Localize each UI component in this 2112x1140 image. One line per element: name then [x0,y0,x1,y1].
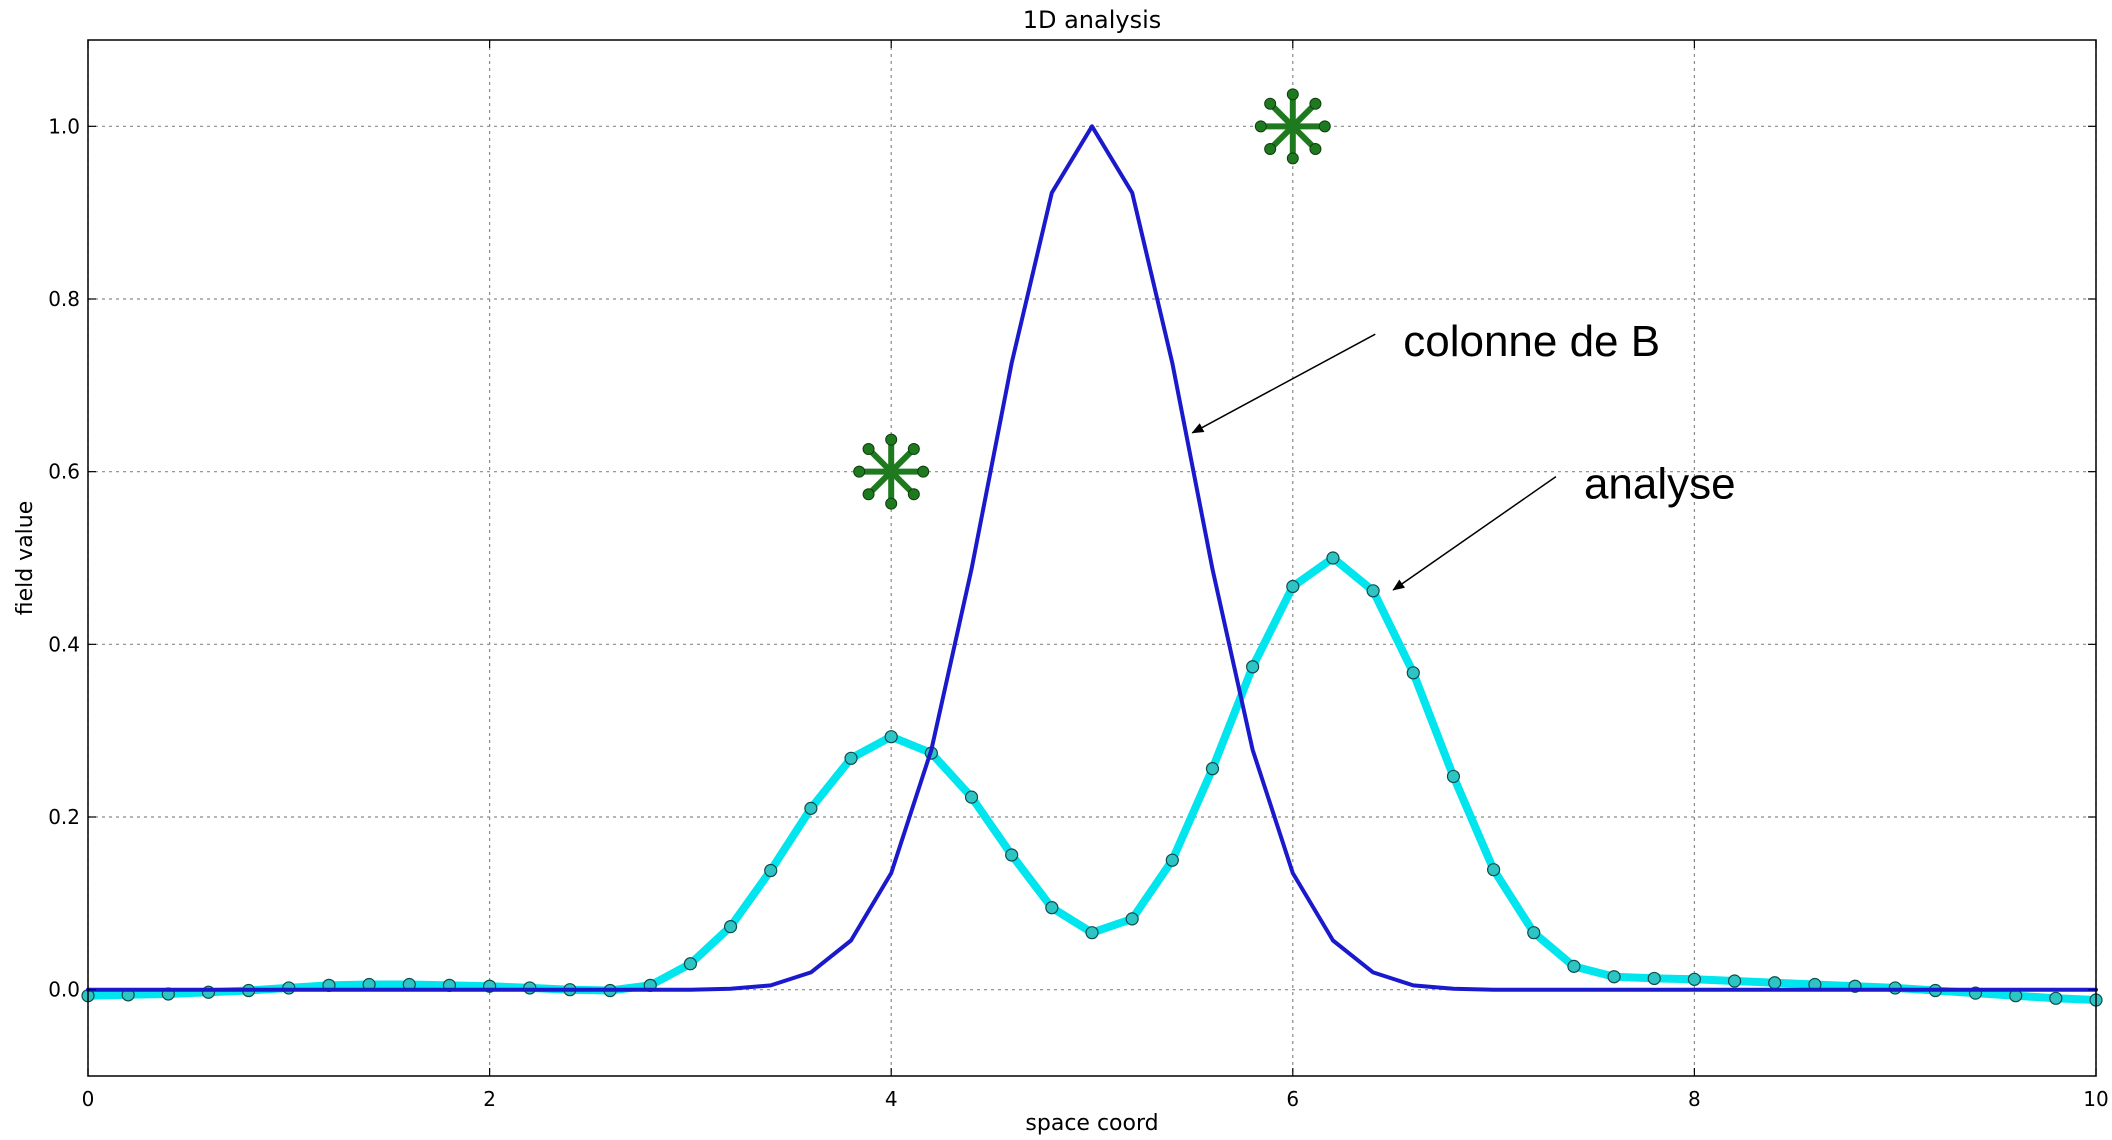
series-point-analyse [1366,584,1380,598]
grid [87,40,2097,1076]
series-point-analyse [1246,660,1260,674]
series-point-analyse [884,730,898,744]
y-tick-label: 0.0 [48,978,80,1002]
series-point-analyse [804,801,818,815]
series-point-analyse [1687,972,1702,986]
series-point-analyse [1125,912,1139,926]
x-tick-label: 6 [1286,1087,1299,1111]
plot-area [81,124,2103,1007]
series-point-analyse [1647,971,1661,986]
series-point-analyse [1005,848,1019,862]
y-tick-label: 0.2 [48,805,80,829]
series-point-analyse [1286,579,1300,594]
series-point-analyse [1727,974,1742,988]
annotation-arrow [1392,476,1557,591]
series-point-analyse [1326,551,1340,565]
series-point-analyse [1446,769,1461,784]
plot-frame [87,39,2097,1077]
star-marker [1254,88,1331,165]
series-point-analyse [1486,863,1501,877]
series-point-analyse [1527,926,1541,940]
x-tick-label: 0 [82,1087,95,1111]
annotation-label: analyse [1584,460,1736,509]
series-point-analyse [1085,926,1099,940]
x-tick-label: 10 [2083,1087,2108,1111]
y-tick-label: 0.6 [48,460,80,484]
annotation-arrow [1191,333,1376,434]
y-axis-label: field value [13,501,38,616]
star-marker [853,433,930,510]
series-point-analyse [2049,991,2063,1005]
series-point-analyse [1205,762,1220,776]
series-point-analyse [1045,901,1059,915]
series-point-analyse [1406,666,1420,680]
star-markers [853,88,1331,510]
annotations: colonne de B analyse [1191,317,1736,591]
y-axis-ticks: 0.0 0.2 0.4 0.6 0.8 1.0 [48,114,2096,1002]
y-tick-label: 1.0 [48,114,80,138]
series-point-analyse [723,920,738,934]
series-point-analyse [1165,853,1179,867]
y-tick-label: 0.8 [48,287,80,311]
x-axis-label: space coord [1025,1111,1158,1136]
x-axis-ticks: 0 2 4 6 8 10 [82,40,2109,1111]
series-point-analyse [1768,976,1782,990]
series-point-analyse [1567,959,1581,973]
y-tick-label: 0.4 [48,632,80,656]
x-tick-label: 2 [483,1087,496,1111]
chart-title: 1D analysis [1023,6,1162,34]
series-point-analyse [964,790,979,804]
series-line-colonne-de-b [86,124,2098,992]
annotation-label: colonne de B [1403,317,1660,366]
series-point-analyse [844,751,858,765]
x-tick-label: 4 [885,1087,898,1111]
series-point-analyse [1607,970,1621,984]
x-tick-label: 8 [1688,1087,1701,1111]
series-point-analyse [683,957,698,971]
series-point-analyse [764,863,778,878]
